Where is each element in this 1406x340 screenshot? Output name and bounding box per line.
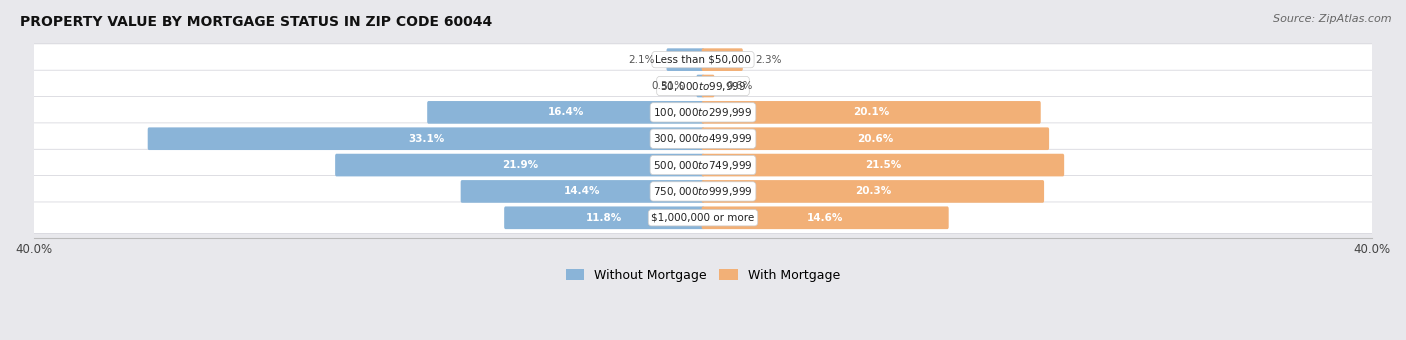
FancyBboxPatch shape — [702, 128, 1049, 150]
Text: $50,000 to $99,999: $50,000 to $99,999 — [659, 80, 747, 92]
FancyBboxPatch shape — [31, 176, 1375, 207]
Legend: Without Mortgage, With Mortgage: Without Mortgage, With Mortgage — [561, 264, 845, 287]
FancyBboxPatch shape — [31, 97, 1375, 128]
FancyBboxPatch shape — [31, 70, 1375, 102]
Text: 33.1%: 33.1% — [408, 134, 444, 144]
Text: 2.3%: 2.3% — [755, 55, 782, 65]
FancyBboxPatch shape — [461, 180, 704, 203]
FancyBboxPatch shape — [335, 154, 704, 176]
Text: 2.1%: 2.1% — [628, 55, 654, 65]
Text: Source: ZipAtlas.com: Source: ZipAtlas.com — [1274, 14, 1392, 23]
Text: 16.4%: 16.4% — [547, 107, 583, 117]
FancyBboxPatch shape — [31, 44, 1375, 75]
Text: $1,000,000 or more: $1,000,000 or more — [651, 213, 755, 223]
Text: 21.9%: 21.9% — [502, 160, 538, 170]
FancyBboxPatch shape — [505, 206, 704, 229]
Text: 20.3%: 20.3% — [855, 186, 891, 197]
Text: Less than $50,000: Less than $50,000 — [655, 55, 751, 65]
FancyBboxPatch shape — [427, 101, 704, 124]
Text: $500,000 to $749,999: $500,000 to $749,999 — [654, 158, 752, 172]
Text: 21.5%: 21.5% — [865, 160, 901, 170]
FancyBboxPatch shape — [702, 206, 949, 229]
FancyBboxPatch shape — [148, 128, 704, 150]
Text: $300,000 to $499,999: $300,000 to $499,999 — [654, 132, 752, 145]
FancyBboxPatch shape — [31, 123, 1375, 155]
FancyBboxPatch shape — [696, 75, 704, 97]
FancyBboxPatch shape — [31, 149, 1375, 181]
Text: 14.4%: 14.4% — [564, 186, 600, 197]
Text: $100,000 to $299,999: $100,000 to $299,999 — [654, 106, 752, 119]
FancyBboxPatch shape — [702, 75, 714, 97]
Text: 14.6%: 14.6% — [807, 213, 844, 223]
FancyBboxPatch shape — [666, 48, 704, 71]
Text: 20.6%: 20.6% — [858, 134, 893, 144]
FancyBboxPatch shape — [31, 202, 1375, 234]
Text: PROPERTY VALUE BY MORTGAGE STATUS IN ZIP CODE 60044: PROPERTY VALUE BY MORTGAGE STATUS IN ZIP… — [20, 15, 492, 29]
FancyBboxPatch shape — [702, 154, 1064, 176]
Text: $750,000 to $999,999: $750,000 to $999,999 — [654, 185, 752, 198]
FancyBboxPatch shape — [702, 180, 1045, 203]
FancyBboxPatch shape — [702, 48, 742, 71]
Text: 20.1%: 20.1% — [853, 107, 890, 117]
Text: 11.8%: 11.8% — [586, 213, 623, 223]
Text: 0.6%: 0.6% — [727, 81, 752, 91]
Text: 0.31%: 0.31% — [651, 81, 685, 91]
FancyBboxPatch shape — [702, 101, 1040, 124]
